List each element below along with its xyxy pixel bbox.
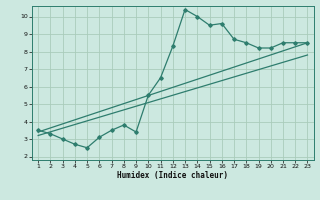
X-axis label: Humidex (Indice chaleur): Humidex (Indice chaleur) <box>117 171 228 180</box>
